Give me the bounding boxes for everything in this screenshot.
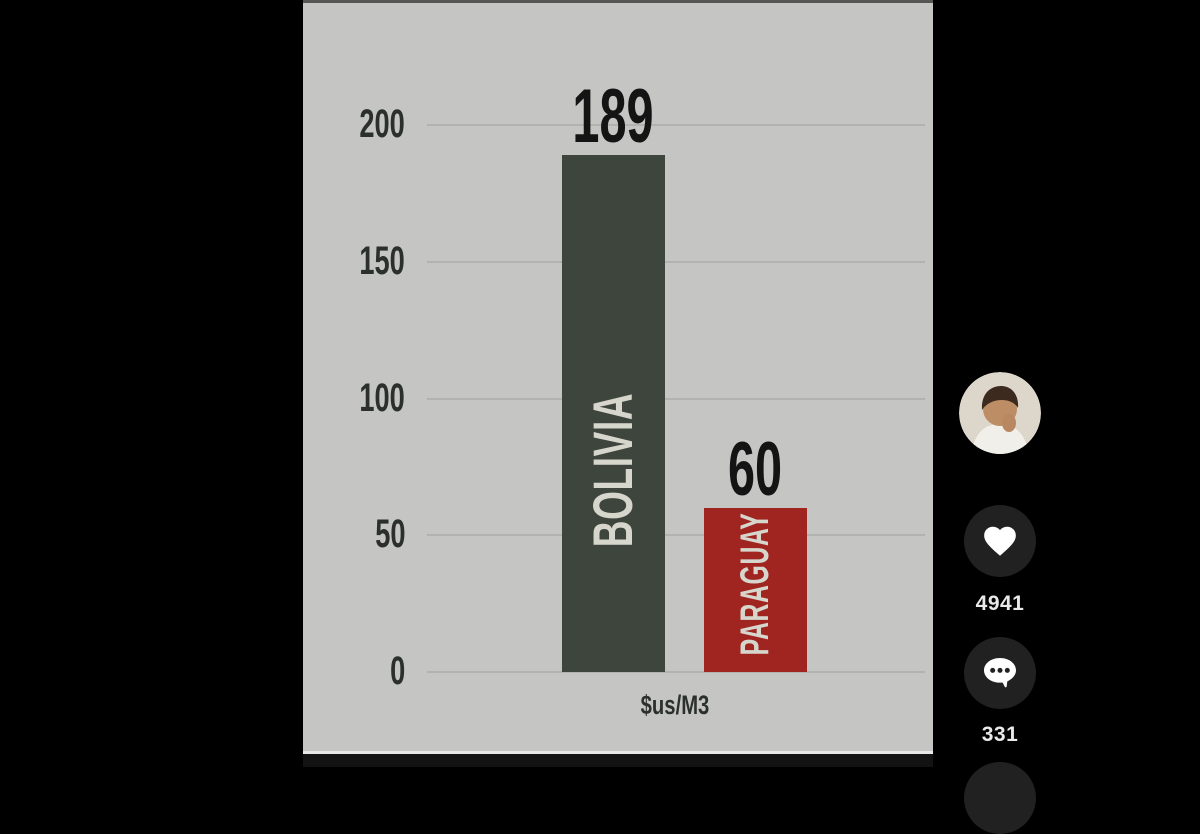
y-tick-label: 200 [359, 102, 405, 147]
gridline [427, 534, 925, 537]
tiktok-video-page: 0 50 100 150 200 189 BOLIVIA 60 PARAGUAY $us/M3 … [303, 0, 1041, 834]
y-tick-label: 100 [359, 375, 405, 420]
gridline [427, 671, 925, 673]
comment-button[interactable] [964, 637, 1036, 709]
bar-category-label: BOLIVIA [581, 392, 644, 548]
avatar-image [959, 372, 1041, 454]
y-tick-label: 150 [359, 238, 405, 283]
chart-slide: 0 50 100 150 200 189 BOLIVIA 60 PARAGUAY $us/M3 [303, 0, 933, 751]
comment-count: 331 [981, 723, 1019, 746]
like-count: 4941 [975, 592, 1025, 615]
video-top-edge [303, 0, 933, 3]
profile-avatar[interactable]: + [959, 372, 1041, 454]
video-frame[interactable]: 0 50 100 150 200 189 BOLIVIA 60 PARAGUAY $us/M3 [303, 0, 933, 772]
y-tick-label: 0 [389, 649, 405, 694]
gridline [427, 124, 925, 126]
video-progress-bar[interactable] [303, 751, 933, 754]
bar-value-label: 189 [572, 74, 654, 160]
gridline [427, 260, 925, 263]
comment-icon [984, 658, 1016, 688]
bar-bolivia [561, 155, 665, 672]
y-tick-label: 50 [374, 512, 405, 557]
heart-icon [984, 526, 1016, 556]
like-button[interactable] [964, 505, 1036, 577]
gridline [427, 397, 925, 400]
bar-category-label: PARAGUAY [733, 512, 777, 656]
bar-value-label: 60 [727, 426, 783, 512]
video-bottom-strip [303, 754, 933, 767]
share-button-partial[interactable] [964, 762, 1036, 834]
bar-paraguay [703, 507, 807, 672]
x-axis-label: $us/M3 [640, 690, 710, 720]
